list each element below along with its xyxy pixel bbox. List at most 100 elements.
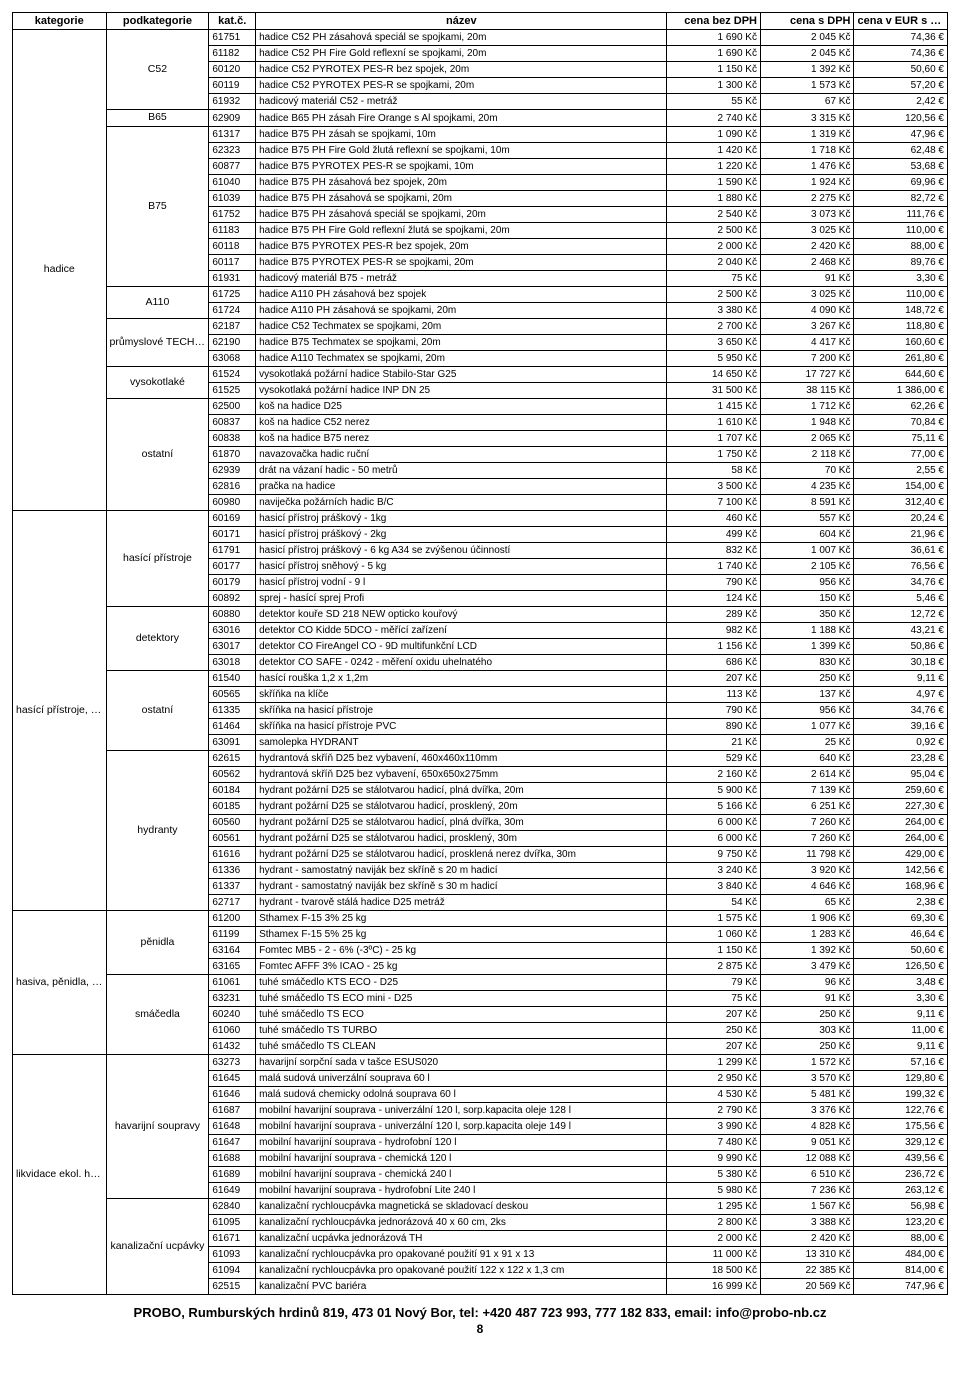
katc-cell: 61791 bbox=[209, 542, 256, 558]
nazev-cell: tuhé smáčedlo TS CLEAN bbox=[256, 1038, 667, 1054]
cena-s-cell: 67 Kč bbox=[760, 94, 854, 110]
cena-s-cell: 1 077 Kč bbox=[760, 718, 854, 734]
cena-bez-cell: 2 540 Kč bbox=[667, 206, 761, 222]
cena-s-cell: 6 510 Kč bbox=[760, 1166, 854, 1182]
nazev-cell: hadice B65 PH zásah Fire Orange s Al spo… bbox=[256, 110, 667, 127]
katc-cell: 61183 bbox=[209, 222, 256, 238]
cena-s-cell: 1 007 Kč bbox=[760, 542, 854, 558]
cena-s-cell: 2 045 Kč bbox=[760, 30, 854, 46]
nazev-cell: hydrantová skříň D25 bez vybavení, 460x4… bbox=[256, 750, 667, 766]
katc-cell: 61725 bbox=[209, 286, 256, 302]
katc-cell: 61524 bbox=[209, 366, 256, 382]
cena-bez-cell: 289 Kč bbox=[667, 606, 761, 622]
nazev-cell: vysokotlaká požární hadice INP DN 25 bbox=[256, 382, 667, 398]
katc-cell: 62615 bbox=[209, 750, 256, 766]
cena-s-cell: 350 Kč bbox=[760, 606, 854, 622]
cena-s-cell: 3 388 Kč bbox=[760, 1214, 854, 1230]
cena-s-cell: 3 025 Kč bbox=[760, 222, 854, 238]
cena-eur-cell: 76,56 € bbox=[854, 558, 948, 574]
nazev-cell: kanalizační rychloucpávka pro opakované … bbox=[256, 1262, 667, 1278]
katc-cell: 60980 bbox=[209, 494, 256, 510]
cena-eur-cell: 57,16 € bbox=[854, 1054, 948, 1070]
cena-s-cell: 65 Kč bbox=[760, 894, 854, 910]
cena-bez-cell: 75 Kč bbox=[667, 990, 761, 1006]
cena-s-cell: 7 139 Kč bbox=[760, 782, 854, 798]
cena-bez-cell: 1 060 Kč bbox=[667, 926, 761, 942]
cena-eur-cell: 126,50 € bbox=[854, 958, 948, 974]
cena-eur-cell: 82,72 € bbox=[854, 190, 948, 206]
cena-eur-cell: 110,00 € bbox=[854, 222, 948, 238]
cena-s-cell: 8 591 Kč bbox=[760, 494, 854, 510]
katc-cell: 61336 bbox=[209, 862, 256, 878]
katc-cell: 61093 bbox=[209, 1246, 256, 1262]
cena-s-cell: 91 Kč bbox=[760, 270, 854, 286]
nazev-cell: hydrant požární D25 se stálotvarou hadic… bbox=[256, 798, 667, 814]
cena-eur-cell: 34,76 € bbox=[854, 574, 948, 590]
cena-eur-cell: 154,00 € bbox=[854, 478, 948, 494]
table-row: detektory60880detektor kouře SD 218 NEW … bbox=[13, 606, 948, 622]
cena-eur-cell: 4,97 € bbox=[854, 686, 948, 702]
cena-s-cell: 1 188 Kč bbox=[760, 622, 854, 638]
cena-bez-cell: 529 Kč bbox=[667, 750, 761, 766]
cena-bez-cell: 7 480 Kč bbox=[667, 1134, 761, 1150]
table-row: ostatní62500koš na hadice D251 415 Kč1 7… bbox=[13, 398, 948, 414]
nazev-cell: havarijní sorpční sada v tašce ESUS020 bbox=[256, 1054, 667, 1070]
cena-eur-cell: 77,00 € bbox=[854, 446, 948, 462]
cena-eur-cell: 484,00 € bbox=[854, 1246, 948, 1262]
katc-cell: 61040 bbox=[209, 174, 256, 190]
katc-cell: 60877 bbox=[209, 158, 256, 174]
katc-cell: 60119 bbox=[209, 78, 256, 94]
cena-bez-cell: 790 Kč bbox=[667, 702, 761, 718]
katc-cell: 60892 bbox=[209, 590, 256, 606]
cena-bez-cell: 75 Kč bbox=[667, 270, 761, 286]
katc-cell: 63091 bbox=[209, 734, 256, 750]
cena-bez-cell: 3 380 Kč bbox=[667, 302, 761, 318]
nazev-cell: detektor CO FireAngel CO - 9D multifunkč… bbox=[256, 638, 667, 654]
header-kategorie: kategorie bbox=[13, 13, 107, 30]
katc-cell: 61199 bbox=[209, 926, 256, 942]
cena-s-cell: 11 798 Kč bbox=[760, 846, 854, 862]
cena-bez-cell: 14 650 Kč bbox=[667, 366, 761, 382]
nazev-cell: tuhé smáčedlo TS ECO mini - D25 bbox=[256, 990, 667, 1006]
nazev-cell: hydrant - samostatný naviják bez skříně … bbox=[256, 878, 667, 894]
cena-bez-cell: 3 990 Kč bbox=[667, 1118, 761, 1134]
cena-s-cell: 91 Kč bbox=[760, 990, 854, 1006]
cena-bez-cell: 1 420 Kč bbox=[667, 142, 761, 158]
katc-cell: 62515 bbox=[209, 1278, 256, 1294]
cena-eur-cell: 34,76 € bbox=[854, 702, 948, 718]
cena-eur-cell: 199,32 € bbox=[854, 1086, 948, 1102]
table-row: hasiva, pěnidla, smáčedlapěnidla61200Sth… bbox=[13, 910, 948, 926]
cena-bez-cell: 5 380 Kč bbox=[667, 1166, 761, 1182]
nazev-cell: mobilní havarijní souprava - univerzální… bbox=[256, 1102, 667, 1118]
katc-cell: 61752 bbox=[209, 206, 256, 222]
subcategory-cell: hasící přístroje bbox=[106, 510, 209, 606]
cena-eur-cell: 12,72 € bbox=[854, 606, 948, 622]
cena-s-cell: 2 468 Kč bbox=[760, 254, 854, 270]
nazev-cell: kanalizační rychloucpávka pro opakované … bbox=[256, 1246, 667, 1262]
cena-bez-cell: 5 166 Kč bbox=[667, 798, 761, 814]
cena-bez-cell: 3 840 Kč bbox=[667, 878, 761, 894]
cena-bez-cell: 113 Kč bbox=[667, 686, 761, 702]
cena-eur-cell: 74,36 € bbox=[854, 46, 948, 62]
cena-s-cell: 3 376 Kč bbox=[760, 1102, 854, 1118]
katc-cell: 61647 bbox=[209, 1134, 256, 1150]
cena-bez-cell: 18 500 Kč bbox=[667, 1262, 761, 1278]
nazev-cell: skříňka na hasicí přístroje bbox=[256, 702, 667, 718]
cena-eur-cell: 2,55 € bbox=[854, 462, 948, 478]
cena-s-cell: 1 572 Kč bbox=[760, 1054, 854, 1070]
cena-eur-cell: 89,76 € bbox=[854, 254, 948, 270]
category-cell: likvidace ekol. havárií bbox=[13, 1054, 107, 1294]
katc-cell: 60837 bbox=[209, 414, 256, 430]
katc-cell: 63165 bbox=[209, 958, 256, 974]
katc-cell: 62909 bbox=[209, 110, 256, 127]
cena-eur-cell: 0,92 € bbox=[854, 734, 948, 750]
cena-s-cell: 2 420 Kč bbox=[760, 238, 854, 254]
katc-cell: 61689 bbox=[209, 1166, 256, 1182]
cena-s-cell: 3 315 Kč bbox=[760, 110, 854, 127]
katc-cell: 60169 bbox=[209, 510, 256, 526]
cena-s-cell: 2 045 Kč bbox=[760, 46, 854, 62]
cena-eur-cell: 53,68 € bbox=[854, 158, 948, 174]
nazev-cell: hadice A110 PH zásahová bez spojek bbox=[256, 286, 667, 302]
cena-eur-cell: 264,00 € bbox=[854, 814, 948, 830]
cena-bez-cell: 2 500 Kč bbox=[667, 286, 761, 302]
